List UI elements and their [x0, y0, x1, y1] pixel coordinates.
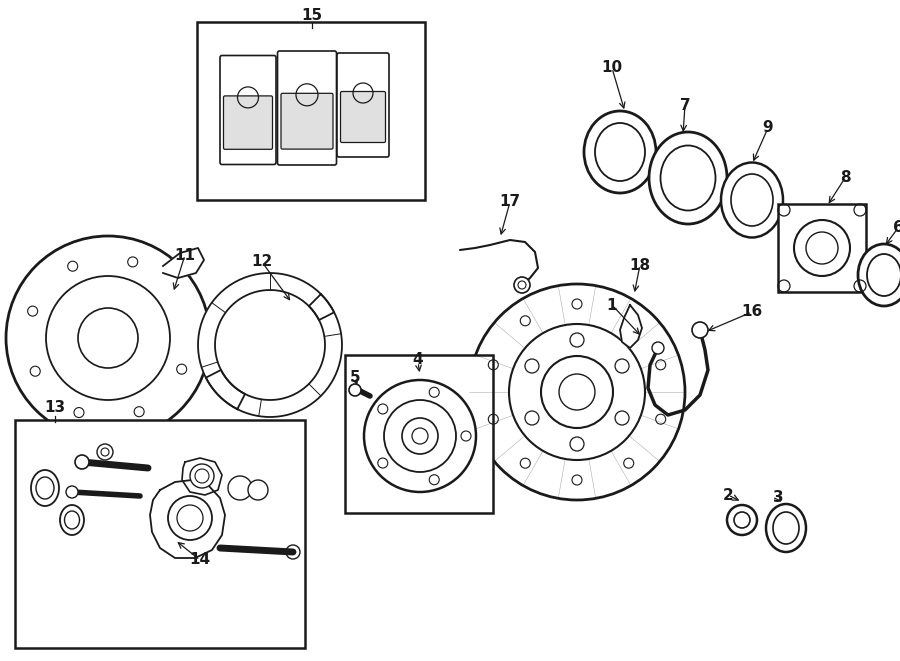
Ellipse shape [766, 504, 806, 552]
Text: 14: 14 [189, 553, 211, 568]
Text: 18: 18 [629, 258, 651, 272]
Polygon shape [206, 294, 342, 417]
FancyBboxPatch shape [337, 53, 389, 157]
Circle shape [364, 380, 476, 492]
Circle shape [692, 322, 708, 338]
FancyBboxPatch shape [223, 96, 273, 149]
FancyBboxPatch shape [277, 51, 337, 165]
Polygon shape [198, 273, 334, 409]
Text: 2: 2 [723, 488, 734, 502]
Bar [15, 420, 305, 648]
Bar [345, 355, 493, 513]
Polygon shape [150, 480, 225, 558]
Text: 17: 17 [500, 194, 520, 210]
Text: 4: 4 [413, 352, 423, 368]
Bar [197, 22, 425, 200]
Ellipse shape [31, 470, 59, 506]
Circle shape [75, 455, 89, 469]
Circle shape [727, 505, 757, 535]
Polygon shape [182, 458, 222, 495]
Text: 3: 3 [773, 490, 783, 506]
FancyBboxPatch shape [220, 56, 276, 165]
FancyBboxPatch shape [281, 93, 333, 149]
Text: 6: 6 [893, 221, 900, 235]
Circle shape [514, 277, 530, 293]
Circle shape [248, 480, 268, 500]
Circle shape [97, 444, 113, 460]
Text: 7: 7 [680, 98, 690, 112]
Circle shape [349, 384, 361, 396]
Circle shape [6, 236, 210, 440]
Circle shape [228, 476, 252, 500]
Text: 5: 5 [350, 371, 360, 385]
Text: 10: 10 [601, 61, 623, 75]
Text: 16: 16 [742, 305, 762, 319]
Ellipse shape [584, 111, 656, 193]
Text: 11: 11 [175, 247, 195, 262]
FancyBboxPatch shape [340, 91, 385, 143]
Circle shape [652, 342, 664, 354]
Text: 12: 12 [251, 254, 273, 270]
Circle shape [168, 496, 212, 540]
Ellipse shape [858, 244, 900, 306]
Circle shape [190, 464, 214, 488]
Text: 1: 1 [607, 297, 617, 313]
Text: 15: 15 [302, 7, 322, 22]
Circle shape [469, 284, 685, 500]
Circle shape [66, 486, 78, 498]
Bar [778, 204, 866, 292]
Text: 9: 9 [762, 120, 773, 136]
Text: 13: 13 [44, 401, 66, 416]
Ellipse shape [649, 132, 727, 224]
Polygon shape [620, 305, 642, 348]
Text: 8: 8 [840, 171, 850, 186]
Circle shape [794, 220, 850, 276]
Polygon shape [163, 248, 204, 278]
Ellipse shape [60, 505, 84, 535]
Ellipse shape [721, 163, 783, 237]
